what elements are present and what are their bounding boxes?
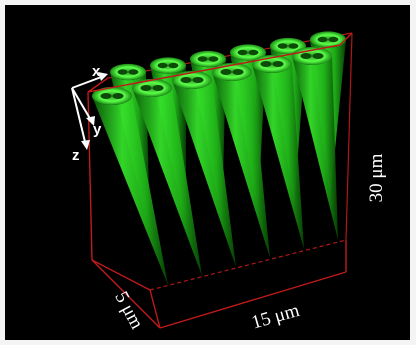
pillar-pore [272,61,283,67]
pillar-pore [118,69,128,74]
pillar-pore [300,53,311,59]
pillar-top [172,71,212,89]
pillar-pore [318,37,328,42]
pillar-pore [208,56,218,61]
pillar-pore [128,69,138,74]
pillar-pore [198,56,208,61]
pillar-pore [180,77,191,83]
pillar-pore [248,50,258,55]
pillar-pore [260,61,271,67]
pillar-pore [312,53,323,59]
pillar-pore [328,37,338,42]
pillar-pore [278,43,288,48]
pillar-pore [168,63,178,68]
pillar-pore [220,69,231,75]
pillar-top [132,79,172,97]
height-label: 30 μm [366,153,387,202]
pillar-pore [152,85,163,91]
pillar-top [110,64,146,80]
pillar-top [150,57,186,73]
pillar-pore [112,93,123,99]
pillar-pore [140,85,151,91]
pillar-pore [158,63,168,68]
micrograph: x y z 30 μm 15 μm 5 μm [0,0,416,345]
axis-x-label: x [92,63,101,80]
pillar-pore [232,69,243,75]
axis-z-label: z [72,147,80,164]
pillar-pore [100,93,111,99]
pillar-pore [238,50,248,55]
pillar-pore [288,43,298,48]
pillar-pore [192,77,203,83]
axis-y-label: y [93,121,102,138]
